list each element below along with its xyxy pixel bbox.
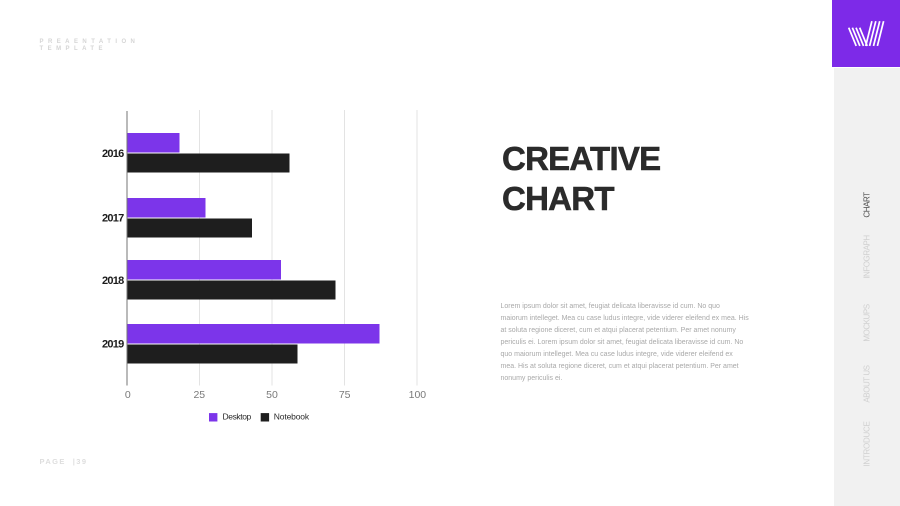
svg-text:2016: 2016 (102, 148, 124, 160)
svg-text:25: 25 (193, 389, 205, 401)
svg-text:2018: 2018 (102, 275, 124, 287)
svg-text:Notebook: Notebook (274, 412, 310, 422)
svg-text:100: 100 (409, 389, 427, 401)
svg-text:50: 50 (266, 389, 278, 401)
svg-text:75: 75 (339, 389, 351, 401)
svg-text:Desktop: Desktop (223, 412, 252, 422)
svg-text:2017: 2017 (102, 213, 124, 225)
svg-text:0: 0 (125, 389, 131, 401)
svg-text:2019: 2019 (102, 339, 124, 351)
